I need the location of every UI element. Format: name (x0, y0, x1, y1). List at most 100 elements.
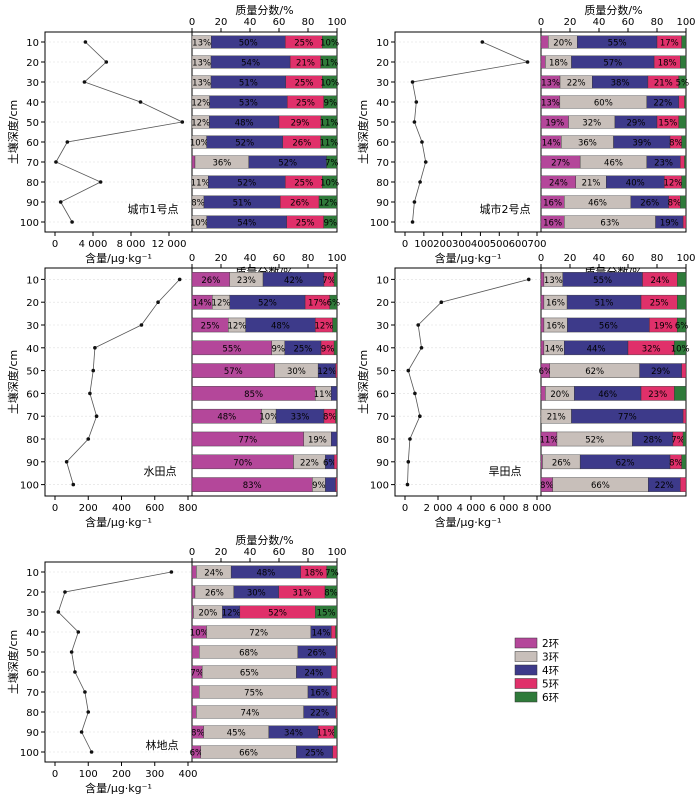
bar-top-tick-label: 0 (538, 17, 544, 28)
bar-segment-label: 6% (190, 749, 204, 759)
y-tick-label: 50 (26, 118, 39, 129)
legend-label: 3环 (542, 652, 559, 664)
bar-segment-label: 25% (296, 99, 315, 109)
bar-segment-label: 28% (643, 436, 662, 446)
bar-segment-label: 68% (239, 649, 258, 659)
bar-segment-6ring (684, 155, 687, 169)
bar-segment-label: 48% (235, 119, 254, 129)
bar-segment-label: 25% (650, 299, 669, 309)
bar-segment-label: 11% (191, 179, 210, 189)
bar-segment-6ring (320, 55, 338, 69)
bar-segment-2ring (191, 705, 197, 719)
x-tick-label: 800 (178, 503, 197, 514)
content-point (70, 220, 74, 224)
x-tick-label: 100 (414, 239, 433, 250)
content-point (416, 323, 421, 327)
bar-segment-label: 38% (611, 79, 630, 89)
y-tick-label: 80 (376, 435, 389, 446)
y-tick-label: 30 (26, 78, 39, 89)
bar-segment-label: 24% (304, 669, 323, 679)
y-tick-label: 10 (26, 38, 39, 49)
y-tick-label: 90 (376, 458, 389, 469)
bar-segment-label: 12% (191, 99, 210, 109)
content-point (65, 140, 70, 144)
y-tick-label: 20 (26, 588, 39, 599)
panel-4: 10 20 30 40 50 60 70 80 90 100 土壤深度/cm 0 2 000 4 000 6… (356, 253, 696, 529)
bar-segment-label: 85% (244, 390, 263, 400)
bar-top-tick-label: 80 (651, 253, 664, 264)
bar-segment-label: 24% (549, 179, 568, 189)
y-tick-label: 30 (376, 321, 389, 332)
y-axis-title: 土壤深度/cm (356, 350, 370, 414)
bar-segment-label: 26% (290, 199, 309, 209)
bar-segment-6ring (682, 431, 687, 447)
bar-segment-label: 77% (238, 436, 257, 446)
content-point (79, 730, 84, 734)
x-tick-label: 12 000 (152, 239, 187, 250)
bar-segment-label: 46% (604, 159, 623, 169)
x-axis-title: 含量/μg·kg⁻¹ (435, 251, 502, 265)
content-point (58, 200, 63, 204)
x-axis-title: 含量/μg·kg⁻¹ (435, 515, 502, 529)
site-label: 水田点 (144, 465, 177, 478)
y-tick-label: 40 (26, 344, 39, 355)
bar-top-tick-label: 80 (302, 253, 315, 264)
y-tick-label: 50 (376, 118, 389, 129)
bar-segment-label: 11% (540, 436, 559, 446)
legend-label: 2环 (542, 638, 559, 650)
y-axis-title: 土壤深度/cm (6, 630, 20, 694)
bar-segment-label: 15% (658, 119, 677, 129)
y-tick-label: 100 (20, 748, 39, 759)
bar-axis-title: 质量分数/% (584, 4, 642, 17)
content-point (91, 368, 96, 373)
bar-segment-label: 83% (243, 481, 262, 491)
bar-top-tick-label: 100 (327, 17, 346, 28)
bar-segment-6ring (674, 386, 687, 401)
y-tick-label: 70 (376, 158, 389, 169)
bar-segment-label: 48% (271, 322, 290, 332)
bar-segment-label: 70% (233, 458, 252, 468)
x-tick-label: 100 (79, 769, 98, 780)
x-tick-label: 8 000 (117, 239, 146, 250)
bar-segment-5ring (335, 363, 338, 378)
content-point (412, 120, 417, 124)
bar-segment-label: 24% (650, 276, 669, 286)
bar-segment-label: 16% (543, 219, 562, 229)
legend-label: 6环 (542, 692, 559, 704)
bar-segment-label: 7% (671, 436, 685, 446)
y-axis-title: 土壤深度/cm (6, 350, 20, 414)
bar-segment-label: 9% (324, 99, 338, 109)
bar-segment-label: 30% (247, 589, 266, 599)
legend-swatch (514, 664, 538, 676)
bar-segment-6ring (323, 215, 338, 229)
bar-plot-frame (191, 561, 338, 763)
bar-axis-title: 质量分数/% (235, 534, 293, 547)
bar-segment-label: 23% (648, 390, 667, 400)
bar-segment-label: 25% (293, 344, 312, 354)
bar-segment-label: 50% (239, 39, 258, 49)
bar-top-tick-label: 20 (215, 17, 228, 28)
bar-segment-5ring (682, 215, 687, 229)
content-point (86, 710, 91, 714)
bar-segment-label: 10% (190, 629, 209, 639)
content-point (88, 391, 92, 396)
content-point (525, 60, 530, 64)
site-label: 城市1号点 (128, 202, 179, 216)
bar-segment-label: 14% (545, 344, 564, 354)
bar-segment-6ring (677, 294, 687, 310)
bar-segment-label: 46% (598, 390, 617, 400)
bar-segment-6ring (318, 195, 338, 209)
bar-segment-6ring (326, 155, 338, 169)
bar-segment-label: 75% (244, 689, 263, 699)
content-point (83, 40, 88, 44)
bar-segment-label: 53% (239, 99, 258, 109)
bar-segment-label: 54% (241, 59, 260, 69)
content-point (104, 60, 109, 64)
bar-segment-6ring (335, 408, 338, 424)
content-point (420, 140, 424, 144)
y-tick-label: 40 (26, 98, 39, 109)
bar-segment-label: 9% (272, 344, 286, 354)
y-tick-label: 80 (26, 435, 39, 446)
content-point (63, 590, 67, 594)
